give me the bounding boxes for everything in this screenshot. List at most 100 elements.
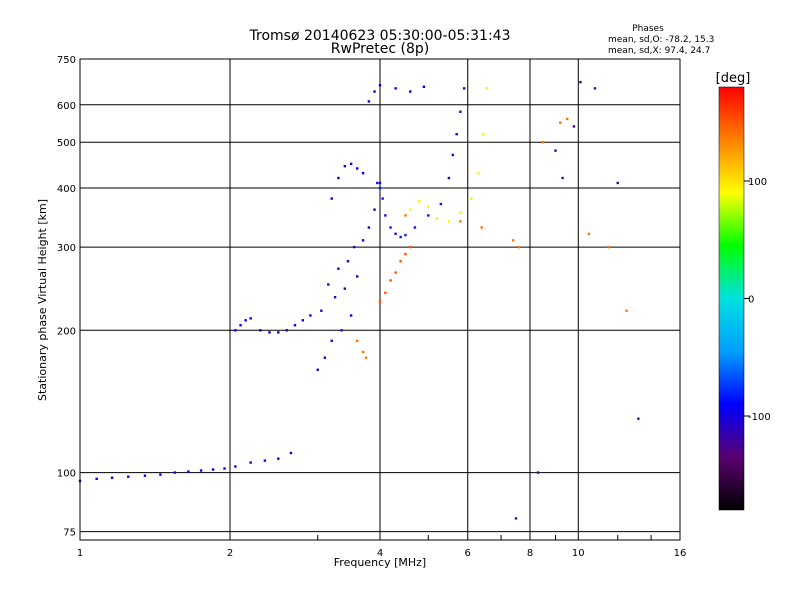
colorbar-tick-label: 100 [748,177,767,188]
data-point [277,331,280,334]
data-point [572,125,576,128]
data-point [309,314,312,317]
x-tick-label: 1 [77,548,83,559]
data-point [418,200,421,203]
data-point [517,245,521,249]
data-point [480,226,483,229]
colorbar-label: [deg] [716,71,751,86]
data-point [127,475,130,478]
data-point [337,267,340,270]
data-point [355,339,359,343]
data-point [234,465,237,468]
data-point [394,87,397,90]
data-point [422,85,426,88]
data-point [625,309,628,312]
data-point [337,176,340,180]
data-point [327,283,330,286]
data-point [211,468,215,471]
x-axis-ticks: 1 2 4 6 8 10 16 [77,535,686,559]
data-point [389,279,392,282]
data-point [373,90,376,93]
data-point [259,329,262,332]
data-point [330,339,333,343]
data-point [427,205,430,209]
y-tick-label: 75 [63,528,76,539]
data-point [514,517,518,520]
y-axis-label: Stationary phase Virtual Height [km] [36,199,49,401]
data-point [323,356,327,359]
data-point [378,300,382,303]
y-tick-label: 500 [57,138,76,149]
data-point [376,181,379,185]
phases-title: Phases [632,24,664,34]
data-point [361,239,365,242]
data-point [301,319,305,322]
data-point [394,271,397,274]
data-point [349,314,353,317]
y-tick-label: 100 [57,469,76,480]
y-tick-label: 600 [57,101,76,112]
data-point [361,350,365,354]
data-point [413,226,417,229]
data-point [239,324,242,327]
x-tick-label: 4 [377,548,383,559]
data-point [409,90,412,93]
chart-subtitle: RwPretec (8p) [331,41,429,57]
data-point [485,87,488,90]
data-point [373,208,376,211]
data-point [541,141,545,144]
data-point [293,324,297,327]
data-point [268,331,271,334]
data-point [355,167,359,170]
colorbar [718,86,745,511]
data-point [459,211,462,214]
data-point [355,275,359,278]
data-point [346,260,350,263]
data-point [511,239,515,242]
data-point [285,329,288,332]
data-point [470,197,473,200]
data-point [364,356,368,359]
data-point [349,162,353,166]
y-tick-label: 200 [57,326,76,337]
data-point [394,232,397,236]
data-point [340,329,343,332]
data-point [616,181,619,185]
data-point [459,110,462,113]
y-axis-ticks: 75 100 200 300 400 500 600 750 [57,55,76,539]
data-point [367,100,371,103]
data-point [378,181,382,185]
data-point [249,461,252,464]
data-point [409,245,412,249]
x-tick-label: 8 [527,548,533,559]
data-point [384,214,387,217]
colorbar-tick-label: -100 [748,412,771,423]
data-point [482,132,485,136]
data-point [554,149,557,152]
data-point [459,220,462,223]
data-point [316,368,319,371]
data-point [399,260,402,263]
data-point [95,477,98,481]
x-tick-label: 10 [572,548,585,559]
data-point [289,451,293,455]
data-point [361,171,365,175]
data-point [143,474,147,477]
data-point [455,132,458,136]
data-point [404,214,407,217]
data-point [409,208,412,211]
data-point [427,214,430,217]
plot-frame [79,58,681,541]
data-point [352,245,356,249]
data-point [378,84,382,87]
data-point [234,329,237,332]
data-point [187,470,190,473]
data-point [244,319,247,322]
data-point [447,176,451,180]
data-point [381,197,384,200]
data-point [451,153,455,157]
data-point [447,220,451,223]
data-point [320,309,323,312]
y-tick-label: 400 [57,184,76,195]
data-point [343,164,347,168]
